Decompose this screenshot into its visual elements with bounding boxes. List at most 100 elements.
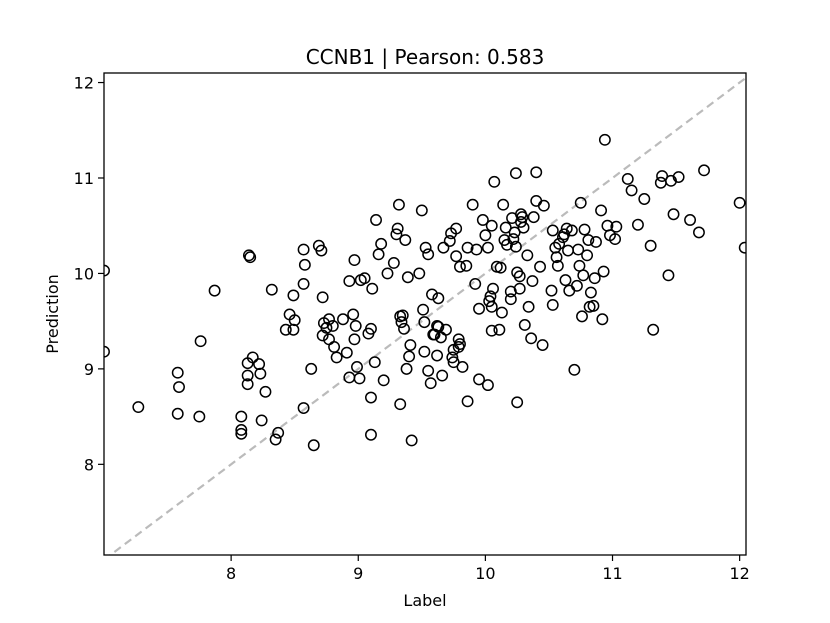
data-point [400, 362, 413, 375]
y-tick-label: 12 [74, 74, 94, 93]
data-point [351, 361, 363, 373]
data-point [298, 258, 311, 271]
data-point [443, 235, 456, 247]
data-point [424, 377, 437, 390]
data-point [590, 235, 602, 248]
data-point [323, 313, 335, 326]
data-point [193, 410, 206, 423]
data-point [546, 224, 559, 237]
x-tick-label: 9 [353, 564, 363, 583]
data-point [171, 366, 184, 379]
data-point [365, 322, 377, 335]
data-point [495, 306, 508, 319]
data-point [509, 167, 522, 180]
data-point [621, 172, 634, 185]
data-point [403, 350, 416, 363]
data-point [631, 218, 644, 231]
data-point [581, 249, 594, 262]
x-axis-label: Label [403, 591, 446, 610]
data-point [405, 434, 418, 447]
data-point [377, 374, 390, 387]
data-point [391, 222, 404, 235]
data-point [368, 356, 381, 369]
data-point [375, 237, 388, 250]
data-point [348, 333, 361, 346]
data-point [511, 396, 524, 409]
data-point [235, 424, 248, 436]
data-point [419, 241, 432, 254]
x-tick-label: 10 [475, 564, 495, 583]
data-point [132, 401, 145, 414]
data-point [269, 433, 282, 446]
data-point [546, 298, 559, 311]
data-point [588, 272, 601, 285]
data-point [452, 333, 465, 346]
data-point [577, 269, 590, 282]
data-point [461, 395, 474, 408]
data-point [568, 363, 581, 376]
data-point [609, 233, 622, 246]
data-point [550, 251, 563, 264]
data-point [738, 241, 746, 254]
data-point [297, 277, 310, 290]
data-point [194, 335, 207, 348]
data-point [584, 286, 597, 299]
data-point [481, 379, 494, 392]
data-point [259, 385, 272, 398]
data-point [684, 214, 697, 226]
data-point [358, 272, 371, 285]
data-point [527, 211, 540, 224]
data-point [479, 229, 492, 242]
data-point [287, 289, 300, 302]
data-point [578, 223, 591, 236]
data-point [418, 316, 431, 329]
data-point [235, 427, 248, 440]
data-point [481, 241, 494, 254]
data-point [265, 283, 278, 296]
data-point [483, 295, 496, 308]
data-point [337, 313, 349, 326]
data-point [461, 241, 474, 254]
y-axis-label: Prediction [43, 274, 62, 353]
data-point [518, 319, 531, 331]
data-point [254, 367, 267, 380]
data-point [297, 243, 310, 256]
data-point [365, 391, 377, 404]
data-point [244, 251, 257, 264]
data-point [693, 226, 705, 239]
data-point [316, 291, 329, 304]
data-point [487, 282, 499, 295]
data-point [521, 249, 534, 262]
data-point [398, 322, 410, 335]
data-point [347, 308, 360, 321]
data-point [413, 267, 426, 280]
data-point [450, 222, 463, 235]
data-point [297, 402, 310, 414]
data-point [460, 259, 473, 272]
data-point [497, 198, 510, 211]
data-point [454, 260, 466, 273]
data-point [572, 243, 585, 256]
data-point [513, 282, 526, 295]
data-point [447, 356, 460, 369]
data-point [422, 248, 435, 261]
data-point [560, 222, 573, 235]
data-point [466, 198, 479, 211]
data-point [396, 309, 409, 322]
data-point [415, 204, 428, 217]
data-point [417, 303, 430, 316]
data-point [173, 381, 185, 393]
data-point [242, 249, 255, 262]
x-tick-label: 8 [226, 564, 236, 583]
data-point [432, 292, 445, 305]
data-point [387, 256, 400, 269]
data-point [440, 323, 452, 336]
data-point [522, 300, 535, 313]
data-point [526, 275, 539, 288]
data-point [534, 260, 547, 273]
data-point [431, 349, 444, 362]
data-point [476, 214, 489, 226]
data-point [353, 372, 366, 385]
data-point [390, 228, 403, 241]
